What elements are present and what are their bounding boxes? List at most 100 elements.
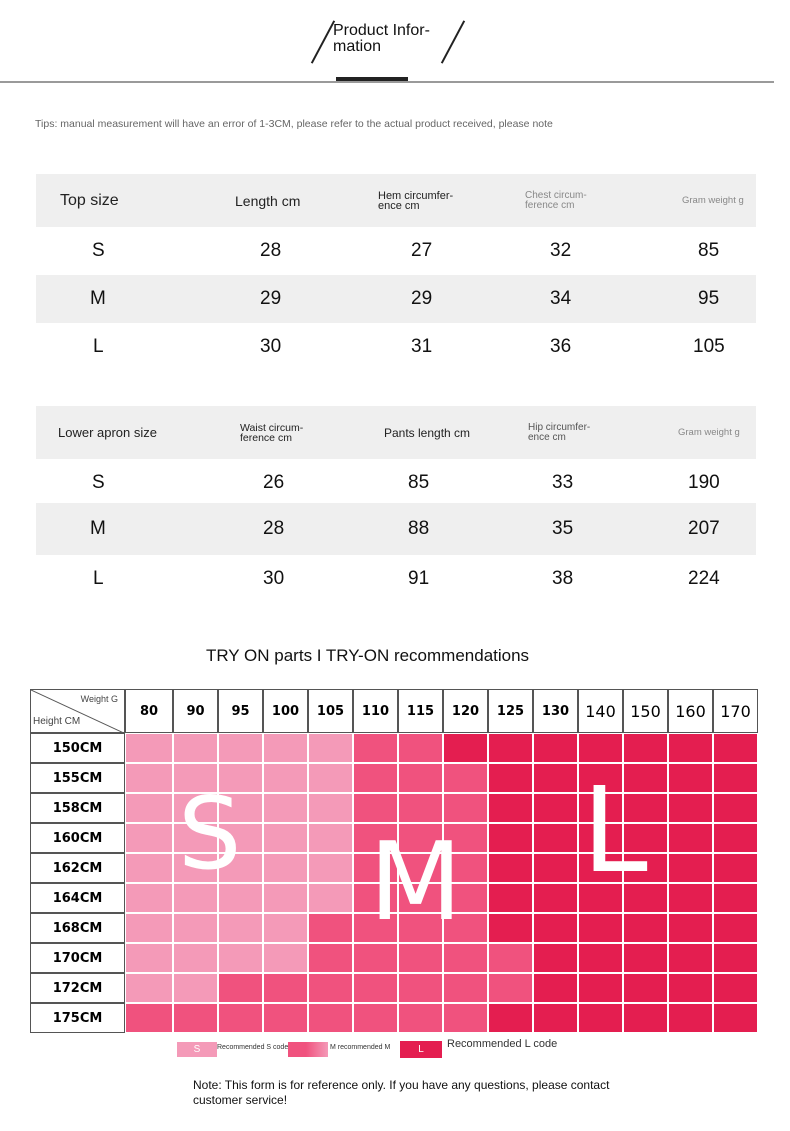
weight-header: 100 <box>263 689 308 733</box>
size-cell: M <box>90 288 106 309</box>
section-title: Product Infor- mation <box>333 22 430 55</box>
grid-cell-s <box>263 943 308 973</box>
size-cell: S <box>92 472 105 493</box>
grid-cell-l <box>533 853 578 883</box>
tips-text: Tips: manual measurement will have an er… <box>35 118 553 130</box>
value-cell: 26 <box>263 472 285 493</box>
grid-cell-s <box>308 733 353 763</box>
value-cell: 224 <box>688 568 720 589</box>
grid-cell-l <box>713 733 758 763</box>
height-header: 164CM <box>30 883 125 913</box>
grid-cell-m <box>308 973 353 1003</box>
value-cell: 32 <box>550 240 572 261</box>
grid-cell-l <box>668 943 713 973</box>
grid-cell-l <box>668 973 713 1003</box>
grid-cell-l <box>578 883 623 913</box>
grid-cell-s <box>263 793 308 823</box>
grid-cell-l <box>533 913 578 943</box>
grid-cell-s <box>263 733 308 763</box>
grid-cell-m <box>308 913 353 943</box>
grid-cell-l <box>713 943 758 973</box>
grid-cell-l <box>623 883 668 913</box>
grid-cell-m <box>398 1003 443 1033</box>
grid-cell-s <box>218 823 263 853</box>
size-cell: L <box>93 336 104 357</box>
grid-cell-s <box>125 733 173 763</box>
grid-cell-l <box>488 883 533 913</box>
grid-cell-l <box>623 823 668 853</box>
grid-cell-l <box>578 823 623 853</box>
corner-height-label: Height CM <box>33 716 81 727</box>
grid-cell-m <box>398 823 443 853</box>
big-letter-l: L <box>582 761 648 899</box>
table-row: M 29 29 34 95 <box>36 275 756 323</box>
size-cell: L <box>93 568 104 589</box>
grid-cell-l <box>533 883 578 913</box>
value-cell: 31 <box>411 336 433 357</box>
grid-cell-l <box>533 823 578 853</box>
note-text: Note: This form is for reference only. I… <box>193 1078 610 1107</box>
grid-cell-s <box>173 883 218 913</box>
value-cell: 28 <box>260 240 282 261</box>
grid-cell-l <box>713 973 758 1003</box>
grid-cell-l <box>668 1003 713 1033</box>
grid-cell-l <box>623 793 668 823</box>
grid-cell-l <box>488 823 533 853</box>
grid-cell-l <box>443 733 488 763</box>
value-cell: 34 <box>550 288 572 309</box>
grid-cell-l <box>578 733 623 763</box>
grid-cell-s <box>125 943 173 973</box>
grid-cell-l <box>623 973 668 1003</box>
grid-cell-s <box>173 793 218 823</box>
value-cell: 85 <box>408 472 430 493</box>
grid-cell-s <box>218 733 263 763</box>
grid-cell-s <box>263 823 308 853</box>
grid-cell-m <box>263 1003 308 1033</box>
grid-cell-l <box>578 853 623 883</box>
weight-header: 140 <box>578 689 623 733</box>
grid-cell-m <box>398 853 443 883</box>
value-cell: 29 <box>260 288 282 309</box>
grid-cell-l <box>533 763 578 793</box>
grid-cell-l <box>713 883 758 913</box>
height-header: 155CM <box>30 763 125 793</box>
grid-cell-m <box>443 823 488 853</box>
grid-cell-s <box>173 973 218 1003</box>
header-gram-weight: Gram weight g <box>678 427 740 438</box>
value-cell: 28 <box>263 518 285 539</box>
grid-cell-m <box>443 1003 488 1033</box>
height-header: 175CM <box>30 1003 125 1033</box>
header-hip: Hip circumfer- ence cm <box>528 421 591 443</box>
grid-cell-s <box>173 913 218 943</box>
header-waist: Waist circum- ference cm <box>240 421 304 444</box>
grid-cell-s <box>173 733 218 763</box>
grid-cell-m <box>308 943 353 973</box>
table-row: M 28 88 35 207 <box>36 503 756 555</box>
grid-cell-l <box>533 733 578 763</box>
grid-cell-m <box>353 823 398 853</box>
grid-cell-l <box>533 793 578 823</box>
grid-cell-m <box>353 913 398 943</box>
grid-cell-m <box>443 883 488 913</box>
grid-cell-l <box>713 763 758 793</box>
grid-cell-l <box>623 943 668 973</box>
grid-cell-m <box>398 733 443 763</box>
header-chest: Chest circum- ference cm <box>525 189 587 211</box>
corner-weight-label: Weight G <box>80 694 118 704</box>
value-cell: 88 <box>408 518 430 539</box>
weight-header: 125 <box>488 689 533 733</box>
grid-cell-l <box>668 883 713 913</box>
try-on-title: TRY ON parts I TRY-ON recommendations <box>205 646 530 665</box>
grid-cell-l <box>578 943 623 973</box>
grid-cell-l <box>668 853 713 883</box>
grid-cell-l <box>668 793 713 823</box>
grid-cell-m <box>398 913 443 943</box>
grid-cell-m <box>488 943 533 973</box>
grid-cell-l <box>578 973 623 1003</box>
table-header-row: Top size Length cm Hem circumfer- ence c… <box>36 174 756 227</box>
grid-cell-s <box>173 823 218 853</box>
value-cell: 38 <box>552 568 574 589</box>
value-cell: 29 <box>411 288 433 309</box>
weight-header: 170 <box>713 689 758 733</box>
grid-cell-s <box>308 763 353 793</box>
